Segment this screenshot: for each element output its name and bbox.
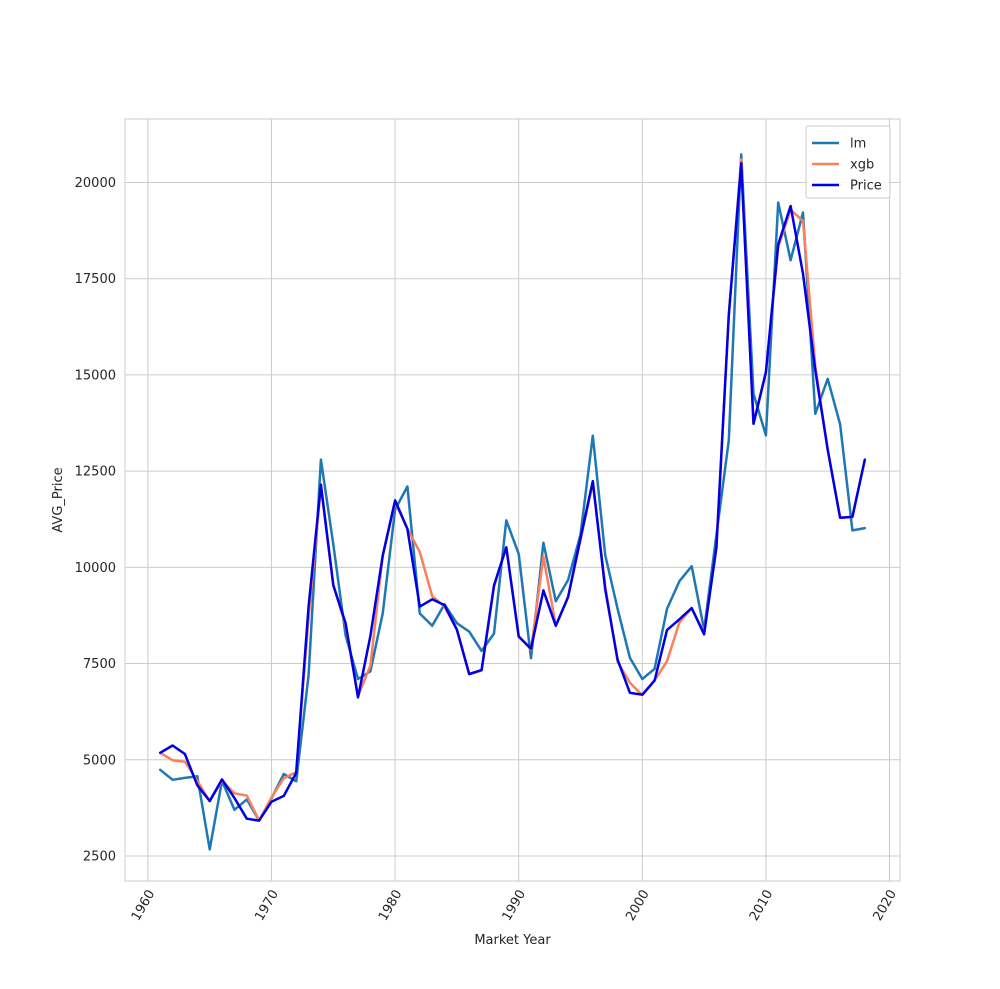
x-axis-label: Market Year bbox=[474, 933, 551, 948]
legend-label-lm: lm bbox=[850, 137, 866, 152]
legend: lm xgb Price bbox=[805, 125, 891, 199]
y-tick-label: 2500 bbox=[83, 849, 116, 864]
y-tick-label: 20000 bbox=[75, 176, 116, 191]
y-tick-label: 17500 bbox=[75, 272, 116, 287]
series-line-price bbox=[158, 162, 867, 822]
plot-area-frame bbox=[124, 118, 901, 882]
y-tick-label: 7500 bbox=[83, 657, 116, 672]
y-tick-label: 12500 bbox=[75, 465, 116, 480]
y-axis-label: AVG_Price bbox=[51, 467, 66, 532]
grid bbox=[125, 119, 900, 881]
series-group bbox=[158, 153, 867, 851]
legend-label-xgb: xgb bbox=[850, 158, 874, 173]
legend-label-price: Price bbox=[850, 179, 882, 194]
y-axis-ticks: 2500 5000 7500 10000 12500 15000 17500 20000 bbox=[75, 176, 116, 864]
y-tick-label: 10000 bbox=[75, 561, 116, 576]
y-tick-label: 15000 bbox=[75, 368, 116, 383]
y-tick-label: 5000 bbox=[83, 753, 116, 768]
